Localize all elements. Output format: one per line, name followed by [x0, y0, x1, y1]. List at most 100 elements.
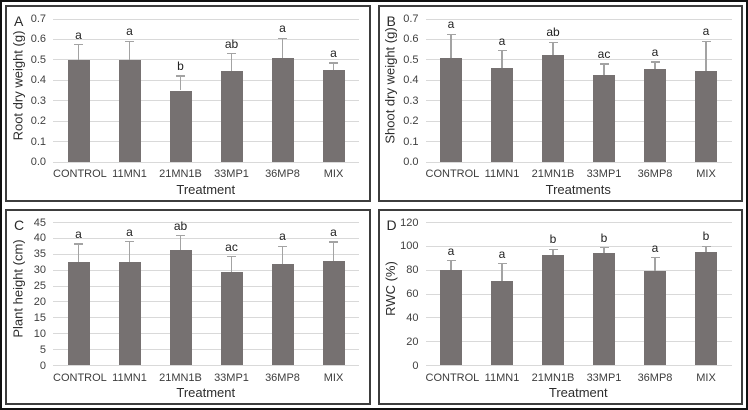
- gridline: [425, 293, 732, 295]
- sig-letter: a: [330, 225, 337, 240]
- gridline: [53, 333, 359, 335]
- x-category-label: CONTROL: [425, 168, 480, 180]
- bar: [220, 271, 243, 366]
- error-bar-line: [705, 41, 707, 72]
- y-axis-tick-label: 45: [33, 216, 46, 229]
- error-bar-line: [552, 249, 554, 255]
- gridline: [425, 161, 732, 163]
- gridline: [425, 79, 732, 81]
- error-bar-line: [281, 38, 284, 58]
- error-bar-cap: [74, 243, 83, 245]
- error-bar-cap: [176, 75, 185, 77]
- y-axis-tick-label: 25: [33, 280, 46, 293]
- bar: [118, 262, 141, 366]
- gridline: [425, 120, 732, 122]
- error-bar-line: [77, 44, 80, 60]
- error-bar-line: [128, 41, 131, 60]
- gridline: [425, 341, 732, 343]
- x-category-label: 21MN1B: [159, 168, 202, 180]
- gridline: [53, 38, 359, 40]
- error-bar-line: [230, 256, 233, 272]
- x-category-label: 33MP1: [586, 371, 622, 384]
- y-axis-tick-label: 0.3: [30, 94, 46, 107]
- y-axis-title-wrap: Root dry weight (g): [7, 7, 29, 164]
- bar: [271, 57, 294, 162]
- error-bar-cap: [176, 234, 185, 237]
- y-axis-tick-label: 0.5: [403, 53, 419, 66]
- x-axis-title: Treatment: [176, 181, 236, 197]
- gridline: [425, 269, 732, 271]
- y-axis-tick-label: 0: [412, 359, 419, 372]
- bar: [542, 254, 564, 366]
- gridline: [53, 301, 359, 303]
- error-bar-cap: [548, 41, 558, 44]
- bar: [67, 262, 90, 366]
- gridline: [425, 18, 732, 20]
- gridline: [425, 59, 732, 61]
- plot-area: 0 5 10 15 20 25 30 35 40 45 a CONTROL a 11MN1 ab 21MN1B…: [7, 211, 369, 404]
- error-bar-line: [128, 241, 131, 263]
- error-bar-cap: [497, 262, 507, 265]
- error-bar-cap: [227, 255, 236, 258]
- x-category-label: 11MN1: [484, 168, 520, 180]
- bar: [169, 249, 192, 366]
- error-bar-cap: [74, 43, 83, 46]
- sig-letter: a: [498, 246, 506, 261]
- x-axis-title: Treatment: [548, 385, 608, 400]
- error-bar-cap: [446, 33, 456, 36]
- gridline: [53, 269, 359, 271]
- plot-area: 0 20 40 60 80 100 120 a CONTROL a 11MN1 b 21MN1B b 33M…: [380, 211, 742, 404]
- error-bar-line: [603, 247, 605, 253]
- sig-letter: a: [279, 229, 286, 244]
- gridline: [53, 59, 359, 61]
- y-axis-tick-label: 0.0: [403, 156, 419, 168]
- panel-root-dry-weight: A Root dry weight (g) 0.0 0.1 0.2 0.3 0.4 0.5…: [5, 5, 371, 202]
- y-axis-tick-label: 0.1: [30, 135, 46, 148]
- error-bar-line: [450, 34, 452, 58]
- sig-letter: a: [447, 17, 455, 32]
- panel-shoot-dry-weight: B Shoot dry weight (g) 0.0 0.1 0.2 0.3 0.4 0.…: [377, 5, 743, 202]
- gridline: [53, 285, 359, 287]
- bar: [644, 270, 666, 366]
- x-category-label: MIX: [323, 371, 344, 384]
- gridline: [425, 141, 732, 143]
- y-axis-tick-label: 10: [33, 327, 46, 340]
- error-bar-line: [654, 257, 656, 271]
- y-axis-tick-label: 0.4: [30, 74, 46, 87]
- bar: [118, 59, 141, 162]
- sig-letter: b: [600, 230, 608, 245]
- y-axis-tick-label: 100: [400, 240, 419, 253]
- x-axis-title: Treatment: [176, 385, 236, 400]
- gridline: [425, 222, 732, 223]
- y-axis-tick-label: 15: [33, 311, 46, 324]
- error-bar-cap: [701, 245, 711, 248]
- y-axis-title-wrap: Shoot dry weight (g): [380, 7, 402, 164]
- sig-letter: a: [126, 224, 133, 239]
- x-category-label: 11MN1: [112, 371, 147, 384]
- y-axis-tick-label: 120: [400, 216, 419, 229]
- y-axis-tick-label: 0.2: [30, 115, 46, 128]
- bar: [644, 69, 666, 162]
- bar: [440, 270, 462, 366]
- sig-letter: a: [498, 33, 506, 48]
- sig-letter: a: [279, 21, 286, 36]
- x-category-label: 11MN1: [112, 168, 147, 180]
- bar: [491, 281, 513, 366]
- panel-letter-d: D: [386, 216, 397, 233]
- error-bar-line: [332, 242, 335, 261]
- x-category-label: 36MP8: [265, 371, 300, 384]
- y-axis-title-wrap: RWC (%): [380, 211, 402, 368]
- plot-area: 0.0 0.1 0.2 0.3 0.4 0.5 0.6 0.7 a CONTROL a 11MN1 b 2…: [7, 7, 369, 200]
- x-category-label: CONTROL: [53, 168, 107, 180]
- gridline: [53, 120, 359, 122]
- y-axis-title: Shoot dry weight (g): [383, 27, 398, 144]
- y-axis-tick-label: 30: [33, 264, 46, 277]
- bar: [220, 71, 243, 162]
- error-bar-cap: [278, 245, 287, 248]
- y-axis-tick-label: 20: [406, 335, 419, 348]
- error-bar-line: [552, 42, 554, 55]
- panel-letter-c: C: [14, 216, 25, 233]
- error-bar-line: [77, 244, 80, 263]
- gridline: [53, 141, 359, 143]
